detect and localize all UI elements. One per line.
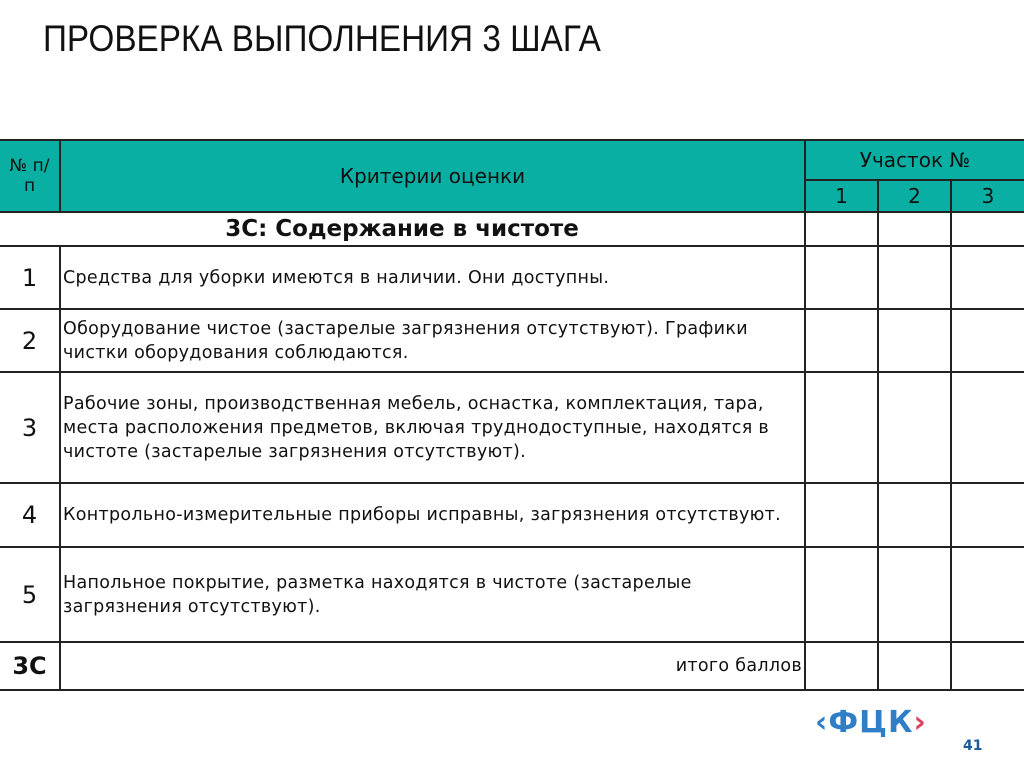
header-area-3: 3 bbox=[952, 181, 1024, 213]
row-criteria: Контрольно-измерительные приборы исправн… bbox=[61, 484, 806, 548]
score-cell[interactable] bbox=[952, 213, 1024, 247]
page-number: 41 bbox=[963, 738, 983, 754]
header-area-1: 1 bbox=[806, 181, 879, 213]
total-score-3[interactable] bbox=[952, 643, 1024, 691]
row-criteria: Рабочие зоны, производственная мебель, о… bbox=[61, 373, 806, 484]
total-label: 3С bbox=[0, 643, 61, 691]
score-cell[interactable] bbox=[879, 484, 952, 548]
total-score-1[interactable] bbox=[806, 643, 879, 691]
score-cell[interactable] bbox=[952, 373, 1024, 484]
header-criteria: Критерии оценки bbox=[61, 141, 806, 213]
row-number: 4 bbox=[0, 484, 61, 548]
score-cell[interactable] bbox=[806, 548, 879, 643]
row-criteria: Оборудование чистое (застарелые загрязне… bbox=[61, 310, 806, 373]
header-area-2: 2 bbox=[879, 181, 952, 213]
row-number: 3 bbox=[0, 373, 61, 484]
score-cell[interactable] bbox=[952, 548, 1024, 643]
score-cell[interactable] bbox=[952, 484, 1024, 548]
score-cell[interactable] bbox=[879, 548, 952, 643]
score-cell[interactable] bbox=[879, 213, 952, 247]
score-cell[interactable] bbox=[806, 373, 879, 484]
logo: ‹ФЦК› bbox=[815, 705, 927, 740]
divider bbox=[0, 139, 1024, 141]
header-num: № п/п bbox=[0, 141, 61, 213]
row-criteria: Средства для уборки имеются в наличии. О… bbox=[61, 247, 806, 310]
row-number: 2 bbox=[0, 310, 61, 373]
logo-text: ФЦК bbox=[828, 705, 914, 740]
score-cell[interactable] bbox=[879, 373, 952, 484]
score-cell[interactable] bbox=[806, 247, 879, 310]
row-number: 1 bbox=[0, 247, 61, 310]
header-area: Участок № bbox=[806, 141, 1024, 181]
score-cell[interactable] bbox=[879, 247, 952, 310]
score-cell[interactable] bbox=[806, 484, 879, 548]
score-cell[interactable] bbox=[879, 310, 952, 373]
row-criteria: Напольное покрытие, разметка находятся в… bbox=[61, 548, 806, 643]
total-text: итого баллов bbox=[61, 643, 806, 691]
score-cell[interactable] bbox=[952, 247, 1024, 310]
row-number: 5 bbox=[0, 548, 61, 643]
score-cell[interactable] bbox=[806, 310, 879, 373]
score-cell[interactable] bbox=[806, 213, 879, 247]
section-title: 3С: Содержание в чистоте bbox=[0, 213, 806, 247]
total-score-2[interactable] bbox=[879, 643, 952, 691]
slide-title: ПРОВЕРКА ВЫПОЛНЕНИЯ 3 ШАГА bbox=[43, 18, 601, 59]
score-cell[interactable] bbox=[952, 310, 1024, 373]
